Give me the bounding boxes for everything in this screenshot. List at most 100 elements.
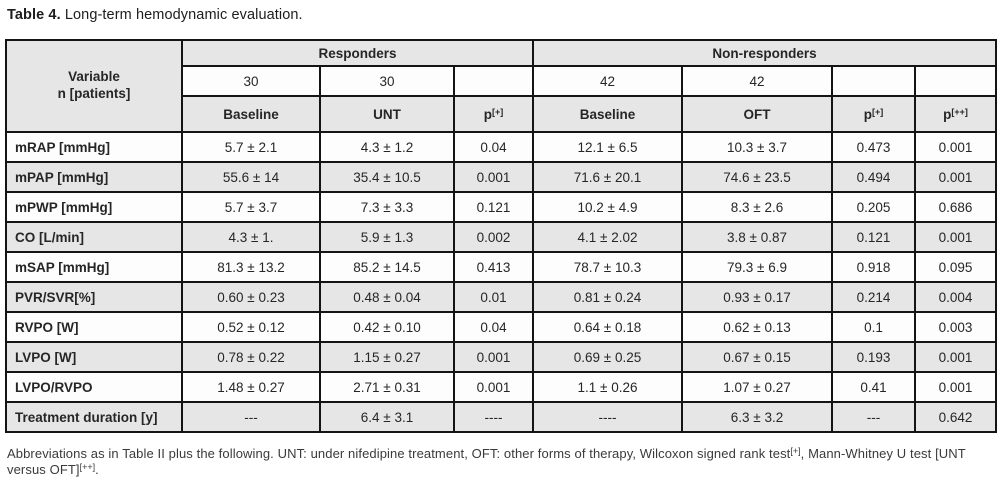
data-cell: 0.93 ± 0.17 xyxy=(681,281,833,313)
row-label: mSAP [mmHg] xyxy=(5,251,183,283)
group-header-row: Variable n [patients] Responders Non-res… xyxy=(5,39,998,133)
data-cell: 6.3 ± 3.2 xyxy=(681,401,833,433)
data-cell: 0.81 ± 0.24 xyxy=(532,281,683,313)
n-cell xyxy=(831,65,916,97)
data-cell: 81.3 ± 13.2 xyxy=(181,251,321,283)
data-cell: 7.3 ± 3.3 xyxy=(319,191,455,223)
data-cell: 4.3 ± 1.2 xyxy=(319,131,455,163)
n-cell xyxy=(913,65,998,97)
table-row: PVR/SVR[%] 0.60 ± 0.23 0.48 ± 0.04 0.01 0.81… xyxy=(5,281,998,313)
data-cell: 0.001 xyxy=(453,161,534,193)
group-header-non-responders: Non-responders xyxy=(531,39,998,67)
data-cell: 79.3 ± 6.9 xyxy=(681,251,833,283)
column-header-row: Baseline UNT p[+] Baseline OFT p[+] p[++… xyxy=(6,95,998,133)
data-cell: 0.41 xyxy=(831,371,916,403)
data-cell: 35.4 ± 10.5 xyxy=(319,161,455,193)
data-cell: 10.2 ± 4.9 xyxy=(532,191,683,223)
data-cell: 0.48 ± 0.04 xyxy=(319,281,455,313)
data-cell: 0.69 ± 0.25 xyxy=(532,341,683,373)
table-footnote: Abbreviations as in Table II plus the fo… xyxy=(7,446,999,478)
hemodynamic-table: Variable n [patients] Responders Non-res… xyxy=(5,39,998,433)
data-cell: 6.4 ± 3.1 xyxy=(319,401,455,433)
data-cell: --- xyxy=(181,401,321,433)
table-row: LVPO/RVPO 1.48 ± 0.27 2.71 ± 0.31 0.001 1.1 … xyxy=(5,371,998,403)
table-row: RVPO [W] 0.52 ± 0.12 0.42 ± 0.10 0.04 0.64 ±… xyxy=(5,311,998,343)
data-cell: 0.413 xyxy=(453,251,534,283)
table-row: mPWP [mmHg] 5.7 ± 3.7 7.3 ± 3.3 0.121 10.2 ±… xyxy=(5,191,998,223)
data-cell: 0.001 xyxy=(913,341,998,373)
data-cell: 2.71 ± 0.31 xyxy=(319,371,455,403)
data-cell: 0.04 xyxy=(453,131,534,163)
table-title: Table 4. Long-term hemodynamic evaluatio… xyxy=(7,7,995,23)
data-cell: 0.918 xyxy=(831,251,916,283)
data-cell: 74.6 ± 23.5 xyxy=(681,161,833,193)
data-cell: 1.1 ± 0.26 xyxy=(532,371,683,403)
data-cell: 0.473 xyxy=(831,131,916,163)
data-cell: 0.52 ± 0.12 xyxy=(181,311,321,343)
footnote-text: . xyxy=(95,462,99,477)
data-cell: 5.9 ± 1.3 xyxy=(319,221,455,253)
corner-header-cell: Variable n [patients] xyxy=(5,39,183,133)
table-row: LVPO [W] 0.78 ± 0.22 1.15 ± 0.27 0.001 0.69 … xyxy=(5,341,998,373)
row-label: LVPO/RVPO xyxy=(5,371,183,403)
data-cell: 3.8 ± 0.87 xyxy=(681,221,833,253)
data-cell: 85.2 ± 14.5 xyxy=(319,251,455,283)
footnote-marker: [++] xyxy=(79,462,96,472)
col-header-p-responders: p[+] xyxy=(453,95,534,133)
data-cell: 0.60 ± 0.23 xyxy=(181,281,321,313)
table-row: CO [L/min] 4.3 ± 1. 5.9 ± 1.3 0.002 4.1 ± 2.… xyxy=(5,221,998,253)
n-cell: 30 xyxy=(181,65,321,97)
table-title-label: Table 4. xyxy=(7,7,61,23)
corner-header-line2: n [patients] xyxy=(57,86,131,101)
row-label: mRAP [mmHg] xyxy=(5,131,183,163)
data-cell: 4.1 ± 2.02 xyxy=(532,221,683,253)
data-cell: 0.121 xyxy=(453,191,534,223)
row-label: Treatment duration [y] xyxy=(5,401,183,433)
col-header-p-non-responders: p[+] xyxy=(831,95,916,133)
row-label: mPAP [mmHg] xyxy=(5,161,183,193)
data-cell: 0.494 xyxy=(831,161,916,193)
n-cell: 42 xyxy=(681,65,833,97)
data-cell: 0.001 xyxy=(453,371,534,403)
data-cell: 0.003 xyxy=(913,311,998,343)
row-label: PVR/SVR[%] xyxy=(5,281,183,313)
table-title-text: Long-term hemodynamic evaluation. xyxy=(60,7,303,23)
table-header: Variable n [patients] Responders Non-res… xyxy=(5,39,998,133)
n-cell: 30 xyxy=(319,65,455,97)
corner-header-line1: Variable xyxy=(68,69,120,85)
n-cell: 42 xyxy=(532,65,683,97)
data-cell: 55.6 ± 14 xyxy=(181,161,321,193)
data-cell: 0.001 xyxy=(913,161,998,193)
data-cell: 0.214 xyxy=(831,281,916,313)
data-cell: 0.205 xyxy=(831,191,916,223)
col-header-baseline-responders: Baseline xyxy=(181,95,321,133)
row-label: mPWP [mmHg] xyxy=(5,191,183,223)
data-cell: 0.686 xyxy=(913,191,998,223)
data-cell: 0.001 xyxy=(913,371,998,403)
col-header-baseline-non-responders: Baseline xyxy=(532,95,683,133)
data-cell: 0.095 xyxy=(913,251,998,283)
row-label: CO [L/min] xyxy=(5,221,183,253)
data-cell: 78.7 ± 10.3 xyxy=(532,251,683,283)
data-cell: 0.121 xyxy=(831,221,916,253)
data-cell: 0.64 ± 0.18 xyxy=(532,311,683,343)
data-cell: 0.642 xyxy=(913,401,998,433)
col-header-oft: OFT xyxy=(681,95,833,133)
group-header-responders: Responders xyxy=(181,39,534,67)
data-cell: 5.7 ± 3.7 xyxy=(181,191,321,223)
data-cell: 0.04 xyxy=(453,311,534,343)
table-row: mPAP [mmHg] 55.6 ± 14 35.4 ± 10.5 0.001 71.6… xyxy=(5,161,998,193)
data-cell: 71.6 ± 20.1 xyxy=(532,161,683,193)
data-cell: 0.001 xyxy=(913,221,998,253)
footnote-text: , Mann-Whitney U test [UNT versus OFT] xyxy=(7,446,966,477)
data-cell: 0.78 ± 0.22 xyxy=(181,341,321,373)
table-row: mRAP [mmHg] 5.7 ± 2.1 4.3 ± 1.2 0.04 12.1 ± … xyxy=(5,131,998,163)
data-cell: 8.3 ± 2.6 xyxy=(681,191,833,223)
data-cell: 0.193 xyxy=(831,341,916,373)
data-cell: 0.001 xyxy=(913,131,998,163)
data-cell: 12.1 ± 6.5 xyxy=(532,131,683,163)
data-cell: 1.48 ± 0.27 xyxy=(181,371,321,403)
row-label: LVPO [W] xyxy=(5,341,183,373)
data-cell: 10.3 ± 3.7 xyxy=(681,131,833,163)
data-cell: 0.42 ± 0.10 xyxy=(319,311,455,343)
